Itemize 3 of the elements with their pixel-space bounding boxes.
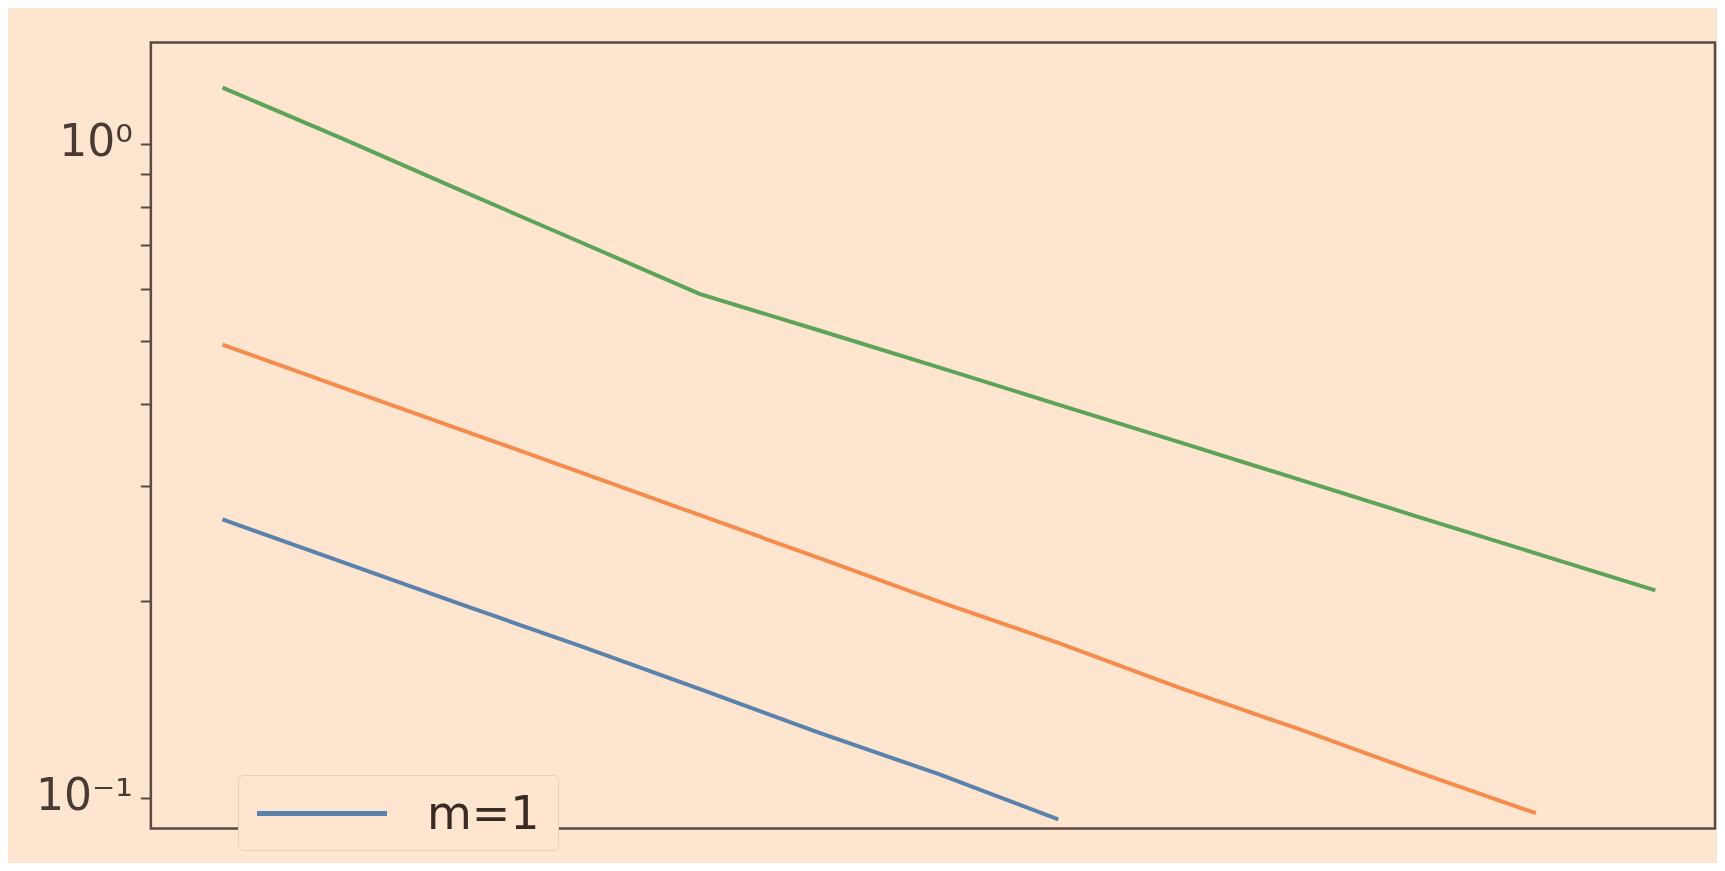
legend-label: m=1 — [427, 786, 540, 840]
y-tick-label: 10⁰ — [59, 114, 133, 166]
y-tick-label: 10⁻¹ — [35, 769, 133, 821]
